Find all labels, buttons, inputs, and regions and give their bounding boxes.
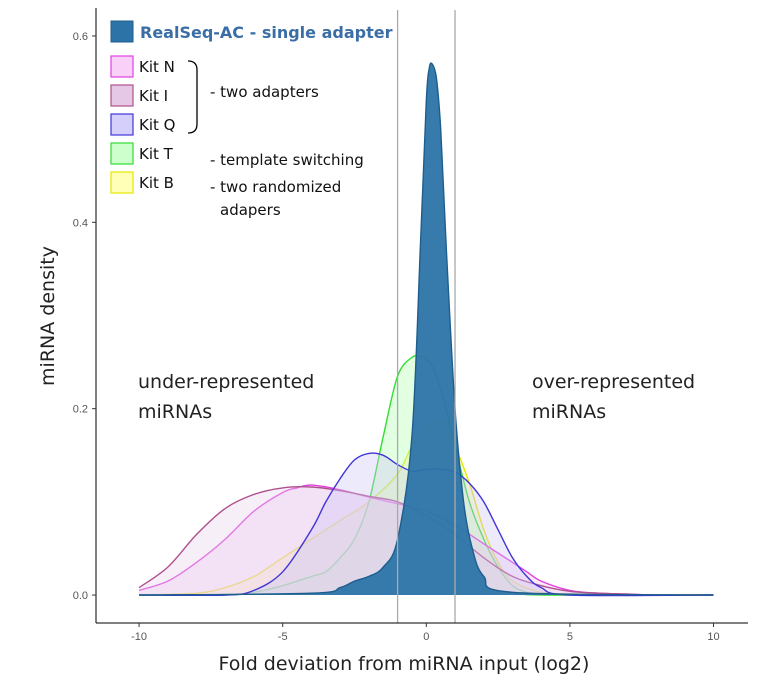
legend-label-realseq: RealSeq-AC - single adapter <box>140 23 393 42</box>
x-axis-title: Fold deviation from miRNA input (log2) <box>219 653 590 675</box>
x-tick-label: -10 <box>131 631 147 643</box>
density-line-realseq-ac-single-adapter <box>139 62 714 596</box>
legend-label-kit-i: Kit I <box>139 87 168 105</box>
y-tick-label: 0.6 <box>73 31 88 43</box>
legend-swatch-kit-n <box>110 55 134 78</box>
legend-swatch-kit-i <box>110 84 134 107</box>
over-represented-label: over-represented <box>532 371 695 393</box>
reference-lines <box>396 10 456 623</box>
x-tick-label: 0 <box>423 631 429 643</box>
x-tick-label: -5 <box>278 631 288 643</box>
y-axis-ticks: 0.0 0.2 0.4 0.6 <box>73 31 96 602</box>
density-area-realseq-ac-single-adapter <box>139 63 714 595</box>
legend-swatch-kit-b <box>110 171 134 194</box>
legend-group-randomized-1: - two randomized <box>210 178 341 196</box>
legend-group-template-switching: - template switching <box>210 151 364 169</box>
legend-label-kit-n: Kit N <box>139 58 175 76</box>
legend-bracket <box>187 60 198 134</box>
legend-label-kit-q: Kit Q <box>139 116 175 134</box>
legend-swatch-kit-t <box>110 142 134 165</box>
y-tick-label: 0.4 <box>73 217 88 229</box>
legend-swatch-kit-q <box>110 113 134 136</box>
series-realseq-ac-single-adapter <box>139 62 714 596</box>
legend-kit-items: Kit N Kit I Kit Q Kit T Kit B <box>110 55 175 194</box>
legend-swatch-realseq <box>110 20 134 43</box>
density-series-layer <box>138 62 714 597</box>
x-tick-label: 5 <box>567 631 573 643</box>
under-represented-label: under-represented <box>138 371 314 393</box>
legend-group-randomized-2: adapers <box>220 201 281 219</box>
over-represented-mirnas-label: miRNAs <box>532 401 606 423</box>
y-tick-label: 0.2 <box>73 404 88 416</box>
legend-group-two-adapters: - two adapters <box>210 83 319 101</box>
y-tick-label: 0.0 <box>73 590 88 602</box>
y-axis-title: miRNA density <box>37 246 59 386</box>
x-axis-ticks: -10 -5 0 5 10 <box>131 623 720 643</box>
legend-label-kit-b: Kit B <box>139 174 174 192</box>
under-represented-mirnas-label: miRNAs <box>138 401 212 423</box>
x-tick-label: 10 <box>707 631 719 643</box>
legend-label-kit-t: Kit T <box>139 145 174 163</box>
